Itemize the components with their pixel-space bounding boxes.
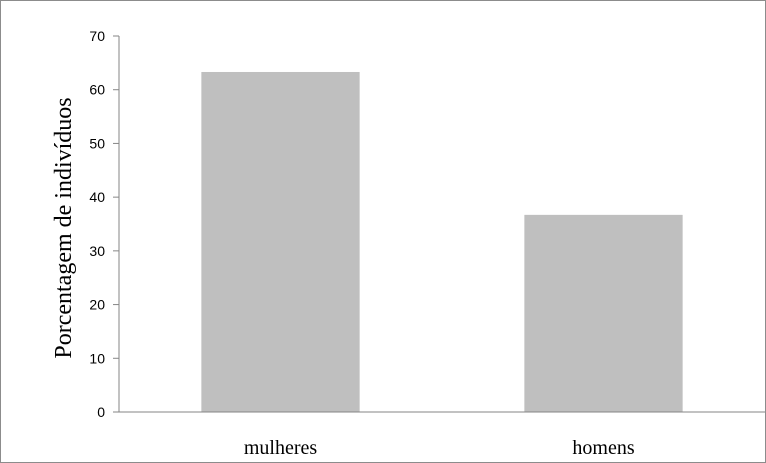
y-tick-label: 30 (89, 243, 105, 259)
bar-homens (524, 214, 683, 412)
x-category-label: mulheres (244, 437, 318, 459)
bars (201, 71, 683, 412)
y-tick-label: 40 (89, 189, 105, 205)
y-tick-label: 20 (89, 297, 105, 313)
y-tick-label: 50 (89, 135, 105, 151)
x-category-label: homens (572, 437, 634, 459)
y-tick-label: 60 (89, 82, 105, 98)
y-axis: 0 10 20 30 40 50 60 70 (89, 28, 120, 420)
y-axis-title: Porcentagem de indivíduos (51, 97, 77, 358)
x-axis: mulheres homens (119, 411, 765, 459)
y-tick-label: 0 (97, 404, 105, 420)
bar-mulheres (201, 71, 360, 412)
y-tick-label: 10 (89, 350, 105, 366)
y-tick-label: 70 (89, 28, 105, 44)
